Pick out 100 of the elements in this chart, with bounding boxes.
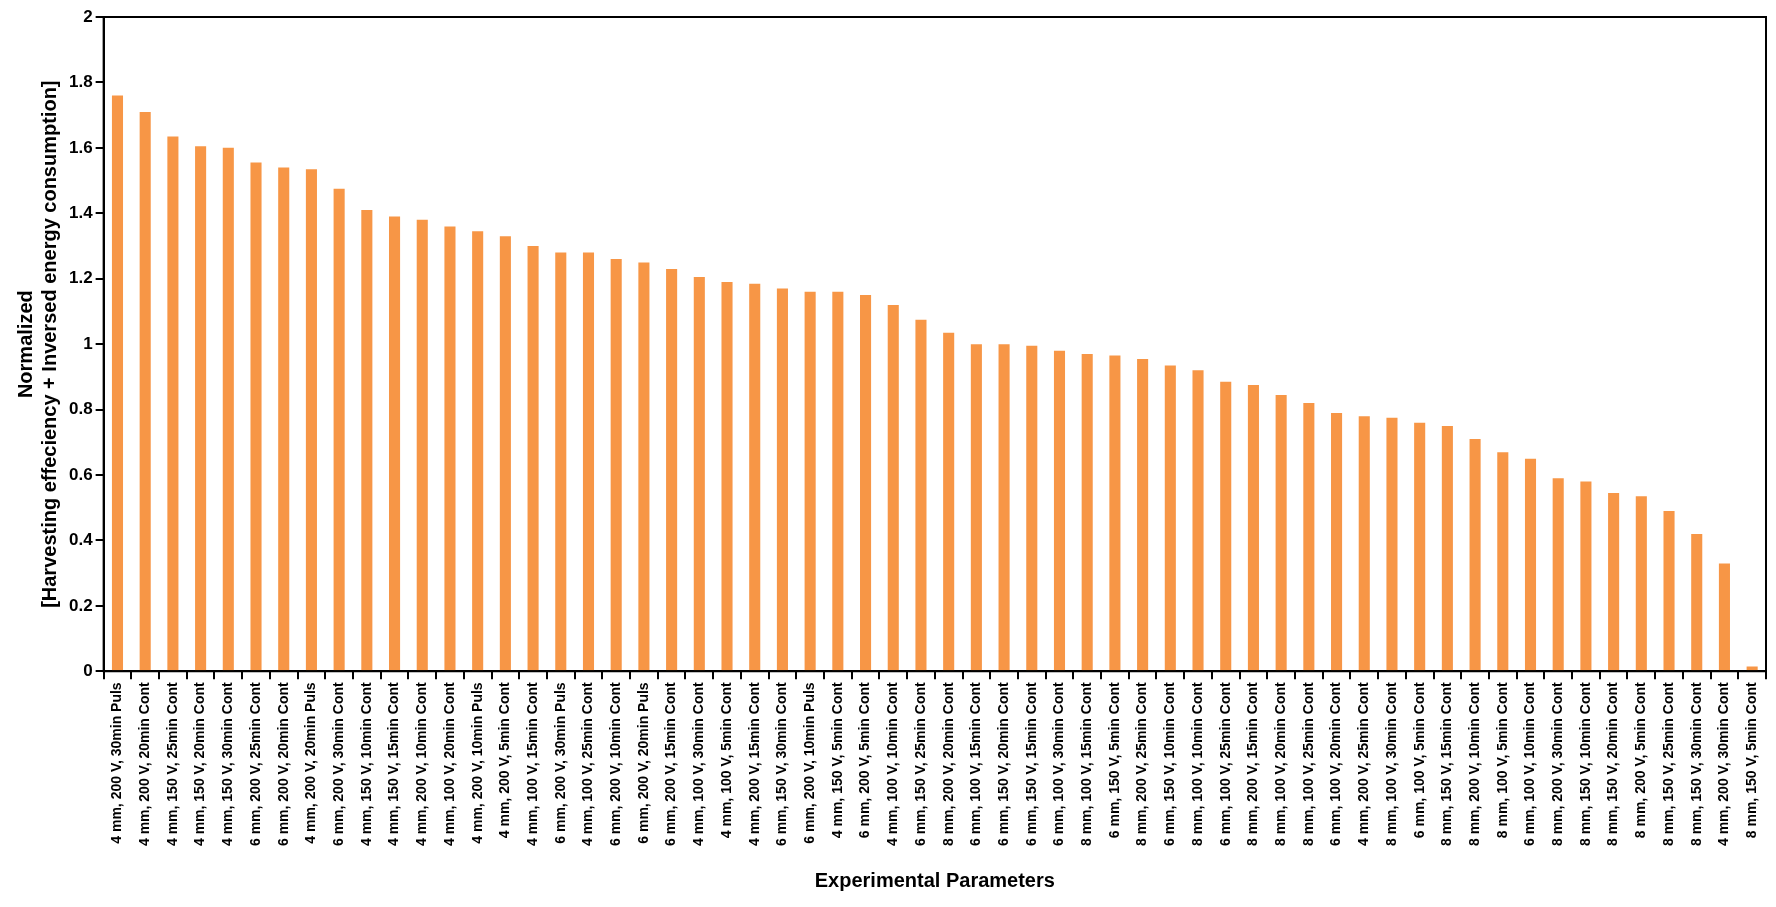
y-tick-label: 1.8 xyxy=(68,72,93,92)
x-tick-label: 4 mm, 150 V, 5min Cont xyxy=(828,682,845,839)
x-tick-label: 4 mm, 150 V, 25min Cont xyxy=(163,682,180,847)
bar xyxy=(1192,370,1204,671)
x-tick-label: 8 mm, 200 V, 15min Cont xyxy=(1244,682,1261,847)
bar xyxy=(970,344,982,671)
x-tick-label: 6 mm, 100 V, 30min Cont xyxy=(1050,682,1067,847)
bar xyxy=(1303,403,1315,671)
y-tick-label: 0 xyxy=(83,661,93,681)
bar xyxy=(1691,533,1703,671)
x-tick-label: 4 mm, 200 V, 30min Cont xyxy=(1715,682,1732,847)
x-tick-label: 8 mm, 200 V, 25min Cont xyxy=(1133,682,1150,847)
bar xyxy=(1414,422,1426,671)
bar xyxy=(250,162,262,671)
x-tick-label: 4 mm, 150 V, 15min Cont xyxy=(385,682,402,847)
x-tick-label: 4 mm, 150 V, 30min Cont xyxy=(219,682,236,847)
bar xyxy=(361,210,373,671)
bar xyxy=(1137,358,1149,671)
x-tick-label: 8 mm, 100 V, 5min Cont xyxy=(1493,682,1510,839)
x-tick-label: 4 mm, 200 V, 10min Cont xyxy=(413,682,430,847)
x-tick-label: 8 mm, 100 V, 10min Cont xyxy=(1188,682,1205,847)
x-tick-label: 4 mm, 100 V, 30min Cont xyxy=(690,682,707,847)
x-tick-label: 6 mm, 200 V, 30min Puls xyxy=(551,682,568,844)
y-tick-label: 0.2 xyxy=(68,595,93,615)
x-tick-label: 8 mm, 150 V, 30min Cont xyxy=(1687,682,1704,847)
x-tick-label: 4 mm, 200 V, 30min Puls xyxy=(108,682,125,844)
x-tick-label: 4 mm, 100 V, 20min Cont xyxy=(440,682,457,847)
x-tick-label: 8 mm, 200 V, 20min Cont xyxy=(939,682,956,847)
x-tick-label: 4 mm, 200 V, 25min Cont xyxy=(1355,682,1372,847)
bar xyxy=(1552,478,1564,671)
x-tick-label: 8 mm, 100 V, 15min Cont xyxy=(1078,682,1095,847)
x-tick-label: 8 mm, 150 V, 25min Cont xyxy=(1659,682,1676,847)
x-tick-label: 6 mm, 200 V, 20min Puls xyxy=(634,682,651,844)
x-tick-label: 6 mm, 200 V, 10min Cont xyxy=(607,682,624,847)
x-tick-label: 6 mm, 150 V, 15min Cont xyxy=(1022,682,1039,847)
x-tick-label: 4 mm, 200 V, 10min Puls xyxy=(468,682,485,844)
x-tick-label: 8 mm, 100 V, 20min Cont xyxy=(1272,682,1288,847)
bar xyxy=(638,262,650,671)
bar xyxy=(887,304,899,671)
x-tick-label: 4 mm, 150 V, 10min Cont xyxy=(357,682,374,847)
bar xyxy=(749,283,761,671)
y-axis-title: Normalized [Harvesting effeciency + Inversed energy consumption] xyxy=(13,80,60,608)
bar xyxy=(776,288,788,671)
bar xyxy=(998,344,1010,671)
y-tick-label: 1.2 xyxy=(68,268,93,288)
x-axis-title: Experimental Parameters xyxy=(814,868,1055,891)
bar xyxy=(1275,394,1287,671)
x-tick-label: 6 mm, 100 V, 10min Cont xyxy=(1521,682,1538,847)
x-tick-label: 6 mm, 100 V, 20min Cont xyxy=(1327,682,1344,847)
bar xyxy=(111,95,124,671)
bar xyxy=(1441,425,1453,671)
x-tick-label: 6 mm, 150 V, 5min Cont xyxy=(1105,682,1122,839)
x-tick-label: 6 mm, 150 V, 10min Cont xyxy=(1161,682,1178,847)
y-tick-label: 1.6 xyxy=(68,137,93,157)
y-tick-label: 1.4 xyxy=(68,202,94,222)
bar xyxy=(1358,416,1370,671)
bar xyxy=(305,169,317,671)
y-tick-label: 0.6 xyxy=(68,464,93,484)
bar xyxy=(416,219,428,671)
bar xyxy=(1497,452,1509,671)
bar xyxy=(527,246,539,671)
x-tick-label: 4 mm, 150 V, 20min Cont xyxy=(191,682,208,847)
bar xyxy=(472,231,484,671)
x-tick-label: 4 mm, 200 V, 5min Cont xyxy=(496,682,513,839)
bar xyxy=(499,236,511,671)
x-tick-label: 6 mm, 200 V, 25min Cont xyxy=(246,682,263,847)
x-tick-label: 6 mm, 200 V, 30min Cont xyxy=(329,682,346,847)
bar xyxy=(222,147,234,671)
x-tick-label: 6 mm, 100 V, 5min Cont xyxy=(1410,682,1427,839)
bar xyxy=(167,136,179,671)
bar xyxy=(1164,365,1176,671)
bar xyxy=(139,111,151,671)
x-tick-label: 6 mm, 200 V, 10min Puls xyxy=(801,682,817,844)
x-tick-label: 6 mm, 100 V, 25min Cont xyxy=(1216,682,1233,847)
x-tick-label: 4 mm, 200 V, 15min Cont xyxy=(745,682,762,847)
bar xyxy=(1081,353,1093,671)
x-tick-label: 4 mm, 100 V, 15min Cont xyxy=(523,682,540,847)
bar xyxy=(1331,412,1343,671)
bar xyxy=(389,216,401,671)
x-tick-label: 6 mm, 150 V, 25min Cont xyxy=(911,682,928,847)
bar xyxy=(1386,417,1398,671)
bar xyxy=(610,259,622,671)
bar xyxy=(1469,439,1481,671)
bar xyxy=(278,167,290,671)
x-tick-label: 8 mm, 100 V, 30min Cont xyxy=(1382,682,1399,847)
bar xyxy=(1635,496,1647,671)
x-tick-label: 4 mm, 200 V, 20min Cont xyxy=(136,682,153,847)
bar xyxy=(333,188,345,671)
y-tick-label: 2 xyxy=(83,6,93,26)
x-tick-label: 8 mm, 200 V, 5min Cont xyxy=(1632,682,1649,839)
bar xyxy=(1746,666,1758,671)
y-tick-label: 0.4 xyxy=(68,530,94,550)
bar xyxy=(1580,481,1592,671)
x-tick-label: 6 mm, 150 V, 20min Cont xyxy=(994,682,1011,847)
bar xyxy=(915,319,927,671)
y-tick-label: 1 xyxy=(83,333,93,353)
x-tick-label: 8 mm, 100 V, 25min Cont xyxy=(1299,682,1316,847)
x-tick-label: 8 mm, 150 V, 5min Cont xyxy=(1743,682,1760,839)
bar xyxy=(444,226,456,671)
x-tick-label: 6 mm, 200 V, 5min Cont xyxy=(856,682,873,839)
